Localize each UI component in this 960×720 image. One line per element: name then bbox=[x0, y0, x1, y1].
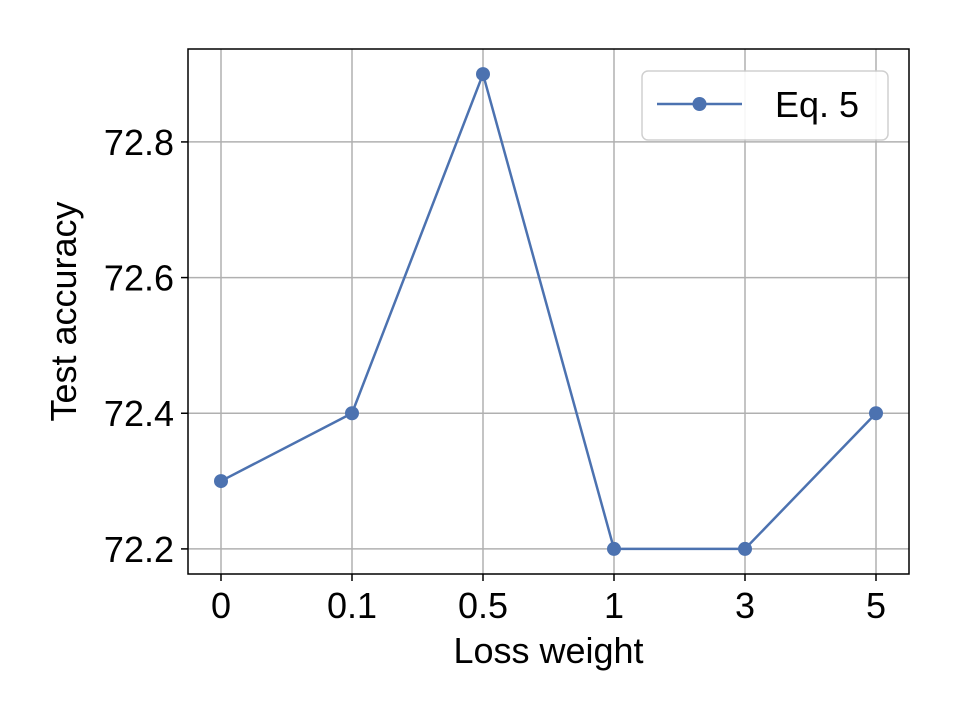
x-tick-label: 0 bbox=[211, 585, 231, 626]
legend: Eq. 5 bbox=[641, 70, 889, 141]
data-point-marker bbox=[214, 474, 228, 489]
data-point-marker bbox=[869, 406, 883, 421]
data-point-marker bbox=[476, 67, 490, 82]
grid bbox=[188, 49, 909, 574]
x-tick-label: 5 bbox=[866, 585, 886, 626]
x-tick-label: 1 bbox=[604, 585, 624, 626]
x-tick-label: 0.1 bbox=[327, 585, 377, 626]
data-point-marker bbox=[345, 406, 359, 421]
data-point-marker bbox=[738, 541, 752, 556]
y-tick-label: 72.8 bbox=[104, 122, 174, 163]
series-line bbox=[220, 72, 877, 551]
x-tick-label: 3 bbox=[735, 585, 755, 626]
legend-marker-sample bbox=[692, 97, 707, 111]
series-layer bbox=[214, 67, 883, 556]
x-tick-label: 0.5 bbox=[458, 585, 508, 626]
x-axis-label: Loss weight bbox=[453, 630, 643, 671]
y-tick-label: 72.6 bbox=[104, 258, 174, 299]
y-tick-label: 72.4 bbox=[104, 393, 174, 434]
y-tick-label: 72.2 bbox=[104, 529, 174, 570]
ticks: 0 0.1 0.5 1 3 5 72.2 72.4 72.6 72.8 bbox=[104, 122, 886, 626]
plot-frame bbox=[187, 48, 910, 575]
data-point-marker bbox=[607, 541, 621, 556]
legend-label: Eq. 5 bbox=[775, 84, 859, 125]
y-axis-label: Test accuracy bbox=[43, 201, 84, 421]
legend-box bbox=[641, 70, 889, 141]
